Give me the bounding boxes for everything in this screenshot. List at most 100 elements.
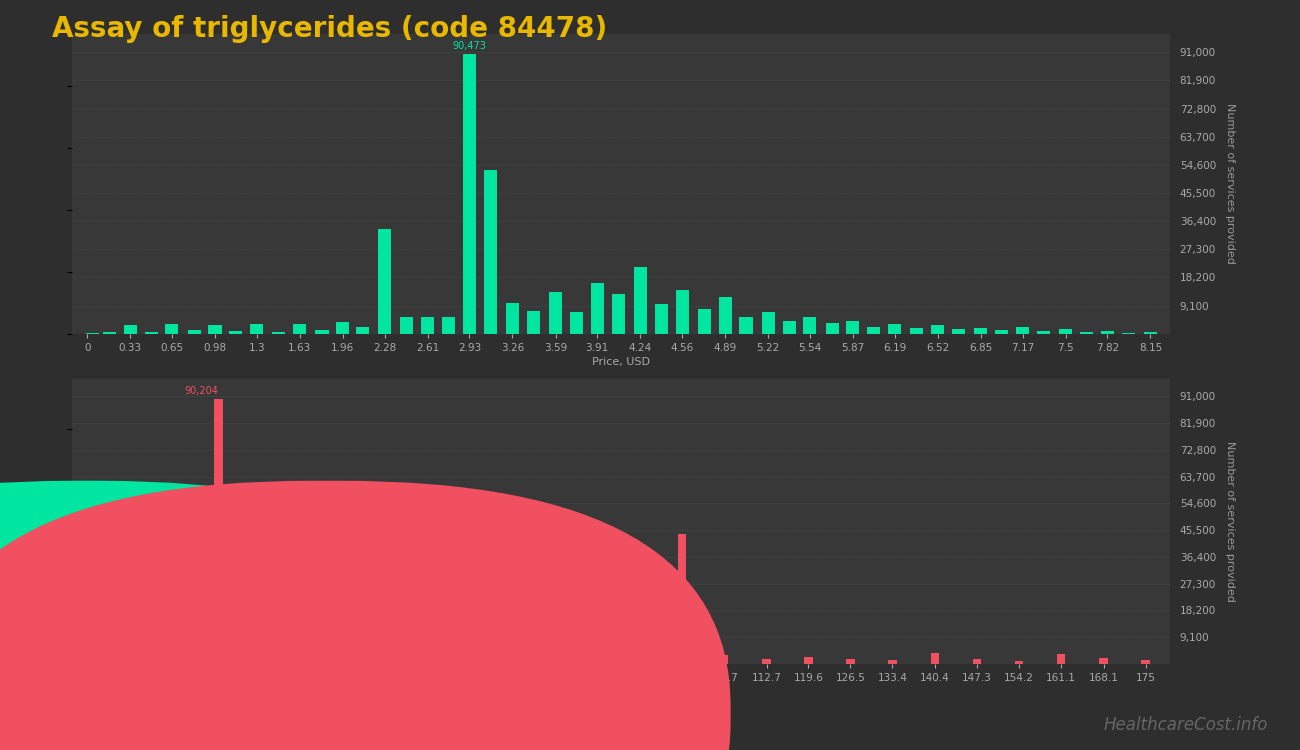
Bar — [256, 634, 265, 664]
Text: Assay of triglycerides (code 84478): Assay of triglycerides (code 84478) — [52, 15, 607, 43]
Bar — [341, 634, 350, 664]
Bar — [425, 647, 433, 664]
Bar — [316, 330, 329, 334]
Bar — [594, 653, 602, 664]
Bar — [87, 654, 96, 664]
Bar — [337, 322, 350, 334]
Bar — [551, 658, 560, 664]
Bar — [1144, 332, 1157, 334]
Bar — [198, 546, 205, 664]
Text: HealthcareCost.info: HealthcareCost.info — [1104, 716, 1268, 734]
Bar — [1122, 332, 1135, 334]
Bar — [268, 638, 276, 664]
Bar — [826, 323, 838, 334]
Bar — [590, 283, 603, 334]
Bar — [417, 650, 425, 664]
Bar — [611, 293, 625, 334]
Bar — [187, 330, 200, 334]
Bar — [103, 332, 116, 334]
Y-axis label: Number of services provided: Number of services provided — [1226, 441, 1235, 602]
Bar — [569, 312, 582, 334]
Bar — [122, 642, 130, 664]
Bar — [165, 324, 178, 334]
Bar — [888, 660, 897, 664]
Bar — [237, 593, 246, 664]
Bar — [467, 647, 476, 664]
Bar — [803, 316, 816, 334]
Text: = price requested: = price requested — [351, 707, 476, 721]
Bar — [888, 324, 901, 334]
Bar — [720, 655, 728, 664]
Bar — [676, 290, 689, 334]
Bar — [382, 638, 391, 664]
Text: 90,473: 90,473 — [452, 41, 486, 52]
Bar — [634, 267, 647, 334]
Bar — [952, 329, 965, 334]
Bar — [655, 304, 668, 334]
Bar — [437, 652, 445, 664]
Bar — [1080, 332, 1093, 334]
Bar — [273, 332, 286, 334]
Bar — [124, 325, 136, 334]
Text: 90,204: 90,204 — [185, 386, 218, 396]
Bar — [421, 317, 434, 334]
Bar — [484, 170, 497, 334]
Bar — [225, 552, 234, 664]
Bar — [867, 327, 880, 334]
Bar — [394, 646, 403, 664]
Bar — [846, 659, 855, 664]
Bar — [636, 656, 643, 664]
Bar — [783, 322, 796, 334]
Bar — [1101, 332, 1114, 334]
Bar — [974, 328, 988, 334]
Bar — [1141, 660, 1150, 664]
Bar — [931, 325, 944, 334]
Bar — [229, 331, 242, 334]
Bar — [442, 316, 455, 334]
Bar — [363, 644, 372, 664]
Bar — [972, 659, 982, 664]
X-axis label: Price, USD: Price, USD — [592, 687, 650, 697]
Bar — [506, 303, 519, 334]
Bar — [805, 657, 812, 664]
Bar — [698, 309, 711, 334]
Bar — [740, 316, 753, 334]
Bar — [526, 310, 539, 334]
Bar — [1017, 327, 1030, 334]
Bar — [172, 605, 181, 664]
Bar — [130, 622, 138, 664]
Bar — [214, 399, 222, 664]
Bar — [1060, 329, 1072, 334]
Bar — [111, 650, 118, 664]
Bar — [144, 332, 157, 334]
Bar — [1015, 661, 1023, 664]
Bar — [250, 325, 264, 334]
Bar — [459, 652, 467, 664]
Bar — [356, 327, 369, 334]
Bar — [549, 292, 562, 334]
Bar — [99, 645, 108, 664]
Bar — [846, 322, 859, 334]
Text: = price paid: = price paid — [111, 707, 196, 721]
Bar — [447, 650, 456, 664]
Bar — [762, 312, 775, 334]
Bar — [248, 626, 256, 664]
Bar — [309, 639, 318, 664]
Bar — [762, 659, 771, 664]
Bar — [400, 316, 413, 334]
Bar — [910, 328, 923, 334]
Bar — [996, 330, 1009, 334]
Bar — [719, 297, 732, 334]
Bar — [142, 627, 150, 664]
X-axis label: Price, USD: Price, USD — [592, 357, 650, 367]
Bar — [290, 633, 299, 664]
Bar — [374, 642, 384, 664]
Bar — [321, 636, 330, 664]
Bar — [333, 639, 341, 664]
Bar — [152, 636, 161, 664]
Bar — [1100, 658, 1108, 664]
Bar — [183, 632, 192, 664]
Bar — [164, 638, 173, 664]
Bar — [352, 639, 360, 664]
Bar — [510, 540, 517, 664]
